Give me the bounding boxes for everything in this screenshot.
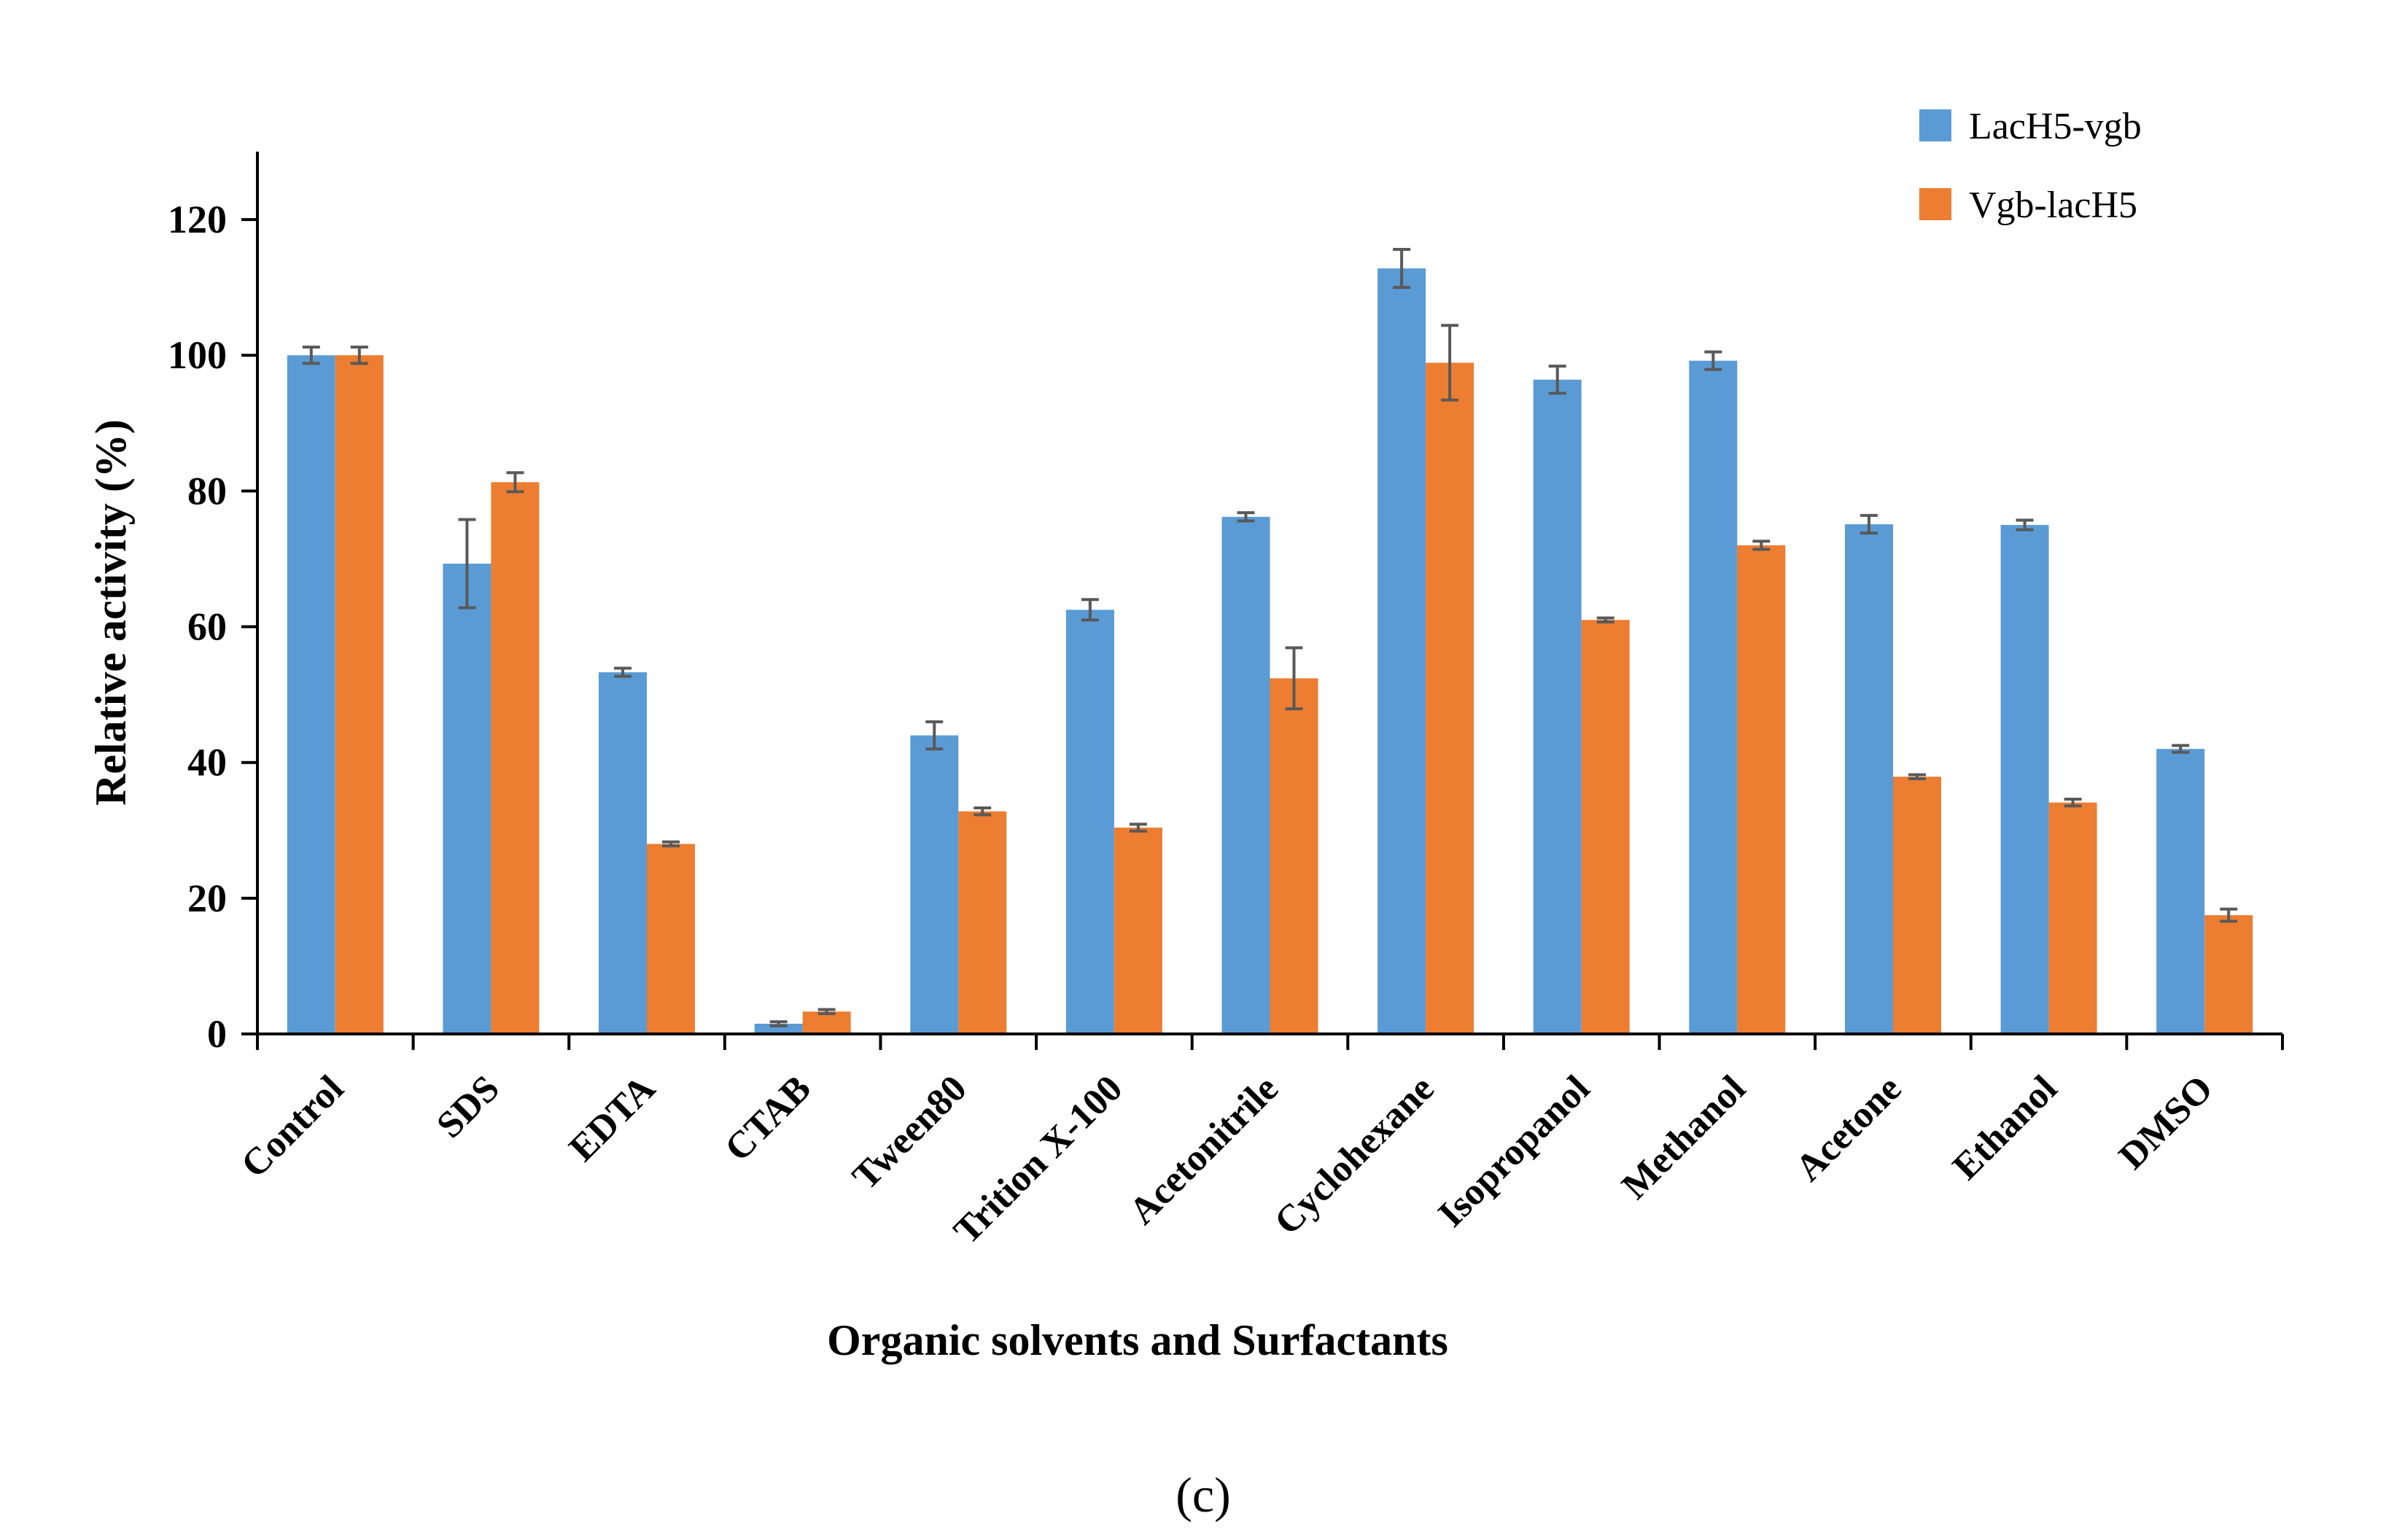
- error-bar-lach5-vgb-dmso: [2172, 744, 2190, 754]
- bar-vgb-lach5-edta: [647, 844, 695, 1034]
- bar-vgb-lach5-ctab: [802, 1011, 851, 1034]
- error-bar-vgb-lach5-isopropanol: [1596, 616, 1614, 624]
- error-bar-lach5-vgb-acetonitrile: [1237, 511, 1255, 523]
- y-tick-label-80: 80: [187, 469, 227, 513]
- bar-vgb-lach5-tween80: [958, 811, 1007, 1034]
- bar-lach5-vgb-cyclohexane: [1377, 268, 1426, 1035]
- error-bar-vgb-lach5-control: [350, 346, 368, 365]
- panel-label: (c): [1175, 1467, 1230, 1522]
- error-bar-lach5-vgb-acetone: [1860, 513, 1878, 535]
- y-tick-label-0: 0: [207, 1012, 227, 1056]
- y-tick-label-60: 60: [187, 605, 227, 649]
- x-axis-title: Organic solvents and Surfactants: [827, 1316, 1448, 1364]
- bar-lach5-vgb-dmso: [2156, 749, 2205, 1034]
- bar-lach5-vgb-tween80: [910, 735, 959, 1034]
- x-tick-label-edta: EDTA: [561, 1068, 664, 1170]
- bar-vgb-lach5-ethanol: [2048, 802, 2097, 1034]
- x-tick-label-methanol: Methanol: [1614, 1068, 1753, 1207]
- error-bar-vgb-lach5-edta: [662, 840, 680, 848]
- error-bar-vgb-lach5-ethanol: [2064, 797, 2082, 808]
- y-tick-label-100: 100: [168, 333, 227, 377]
- bar-lach5-vgb-isopropanol: [1533, 379, 1582, 1034]
- error-bars-layer: [302, 248, 2238, 1027]
- error-bar-lach5-vgb-methanol: [1704, 350, 1722, 371]
- x-tick-label-control: Control: [233, 1068, 351, 1186]
- bar-lach5-vgb-edta: [599, 672, 647, 1034]
- bar-lach5-vgb-sds: [443, 564, 491, 1034]
- error-bar-lach5-vgb-control: [302, 346, 320, 365]
- error-bar-vgb-lach5-ctab: [817, 1008, 836, 1016]
- bar-lach5-vgb-acetonitrile: [1221, 516, 1270, 1034]
- error-bar-vgb-lach5-sds: [506, 471, 524, 494]
- x-tick-label-sds: SDS: [429, 1068, 508, 1146]
- x-tick-label-cyclohexane: Cyclohexane: [1267, 1068, 1442, 1242]
- bar-vgb-lach5-dmso: [2204, 915, 2253, 1034]
- y-tick-label-20: 20: [187, 876, 227, 920]
- bar-vgb-lach5-sds: [491, 482, 540, 1034]
- bar-vgb-lach5-cyclohexane: [1426, 362, 1474, 1034]
- error-bar-lach5-vgb-edta: [614, 666, 632, 678]
- bar-lach5-vgb-ethanol: [2000, 524, 2049, 1034]
- x-tick-label-ctab: CTAB: [717, 1068, 819, 1170]
- error-bar-vgb-lach5-acetone: [1908, 773, 1926, 781]
- axes-layer: [241, 152, 2284, 1050]
- bar-vgb-lach5-acetone: [1893, 777, 1941, 1034]
- bar-vgb-lach5-trition-x-100: [1114, 828, 1162, 1034]
- error-bar-vgb-lach5-trition-x-100: [1129, 822, 1147, 833]
- y-tick-label-120: 120: [168, 198, 227, 241]
- error-bar-vgb-lach5-dmso: [2220, 907, 2238, 923]
- error-bar-lach5-vgb-trition-x-100: [1081, 598, 1099, 622]
- error-bar-lach5-vgb-ctab: [769, 1020, 788, 1027]
- legend-label-lach5-vgb: LacH5-vgb: [1969, 106, 2142, 147]
- x-tick-label-ethanol: Ethanol: [1945, 1068, 2065, 1188]
- legend-swatch-vgb-lach5: [1919, 188, 1951, 220]
- error-bar-vgb-lach5-tween80: [974, 806, 992, 817]
- error-bar-lach5-vgb-isopropanol: [1548, 365, 1566, 395]
- bar-vgb-lach5-methanol: [1737, 545, 1786, 1034]
- bar-lach5-vgb-control: [287, 355, 335, 1034]
- error-bar-lach5-vgb-cyclohexane: [1393, 248, 1411, 289]
- bar-vgb-lach5-isopropanol: [1581, 620, 1630, 1034]
- bars-layer: [287, 268, 2253, 1035]
- x-tick-label-acetonitrile: Acetonitrile: [1122, 1068, 1286, 1232]
- x-tick-label-tween80: Tween80: [844, 1068, 975, 1198]
- bar-lach5-vgb-acetone: [1845, 524, 1893, 1034]
- x-tick-label-dmso: DMSO: [2111, 1068, 2221, 1178]
- error-bar-vgb-lach5-acetonitrile: [1285, 646, 1303, 711]
- error-bar-lach5-vgb-tween80: [925, 720, 944, 751]
- legend-label-vgb-lach5: Vgb-lacH5: [1969, 184, 2137, 226]
- y-axis-title: Relative activity (%): [87, 419, 135, 806]
- y-tick-label-40: 40: [187, 741, 227, 785]
- error-bar-lach5-vgb-ethanol: [2016, 518, 2034, 532]
- error-bar-lach5-vgb-sds: [458, 518, 476, 610]
- error-bar-vgb-lach5-cyclohexane: [1441, 324, 1459, 402]
- x-tick-label-isopropanol: Isopropanol: [1430, 1068, 1598, 1235]
- x-tick-label-acetone: Acetone: [1788, 1068, 1910, 1189]
- bar-lach5-vgb-trition-x-100: [1065, 610, 1114, 1034]
- bar-vgb-lach5-acetonitrile: [1270, 678, 1318, 1034]
- legend-swatch-lach5-vgb: [1919, 109, 1951, 141]
- x-tick-label-trition-x-100: Trition X-100: [946, 1068, 1130, 1252]
- legend: LacH5-vgb Vgb-lacH5: [1919, 106, 2142, 226]
- error-bar-vgb-lach5-methanol: [1752, 540, 1771, 551]
- bar-lach5-vgb-ctab: [754, 1024, 803, 1034]
- bar-vgb-lach5-control: [335, 355, 384, 1034]
- bar-lach5-vgb-methanol: [1689, 360, 1738, 1034]
